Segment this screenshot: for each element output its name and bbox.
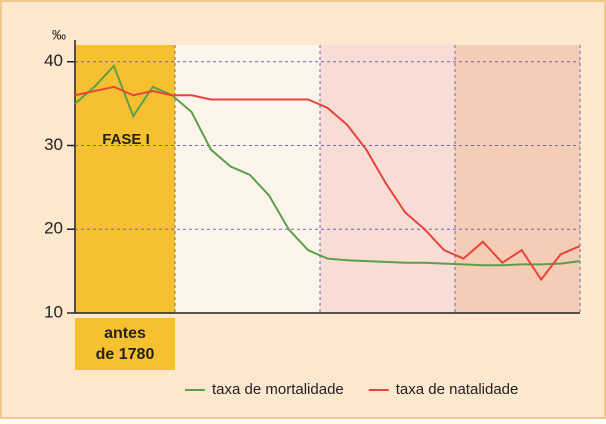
phase-label: FASE I: [102, 131, 150, 148]
series-line: [74, 64, 581, 267]
y-tick-label: 30: [44, 135, 63, 154]
period-label: de 1780: [96, 346, 155, 363]
region-4: [455, 45, 580, 313]
region-3: [320, 45, 455, 313]
y-tick-label: 40: [44, 51, 63, 70]
legend-label: taxa de mortalidade: [212, 381, 344, 398]
region-1: [75, 45, 175, 313]
region-dividers: [174, 45, 581, 313]
region-2: [175, 45, 320, 313]
y-tick-label: 20: [44, 219, 63, 238]
period-label: antes: [104, 325, 146, 342]
y-unit: ‰: [52, 27, 66, 43]
legend-label: taxa de natalidade: [396, 381, 519, 398]
series-line: [74, 85, 581, 282]
period-box: [75, 318, 175, 370]
y-tick-label: 10: [44, 302, 63, 321]
